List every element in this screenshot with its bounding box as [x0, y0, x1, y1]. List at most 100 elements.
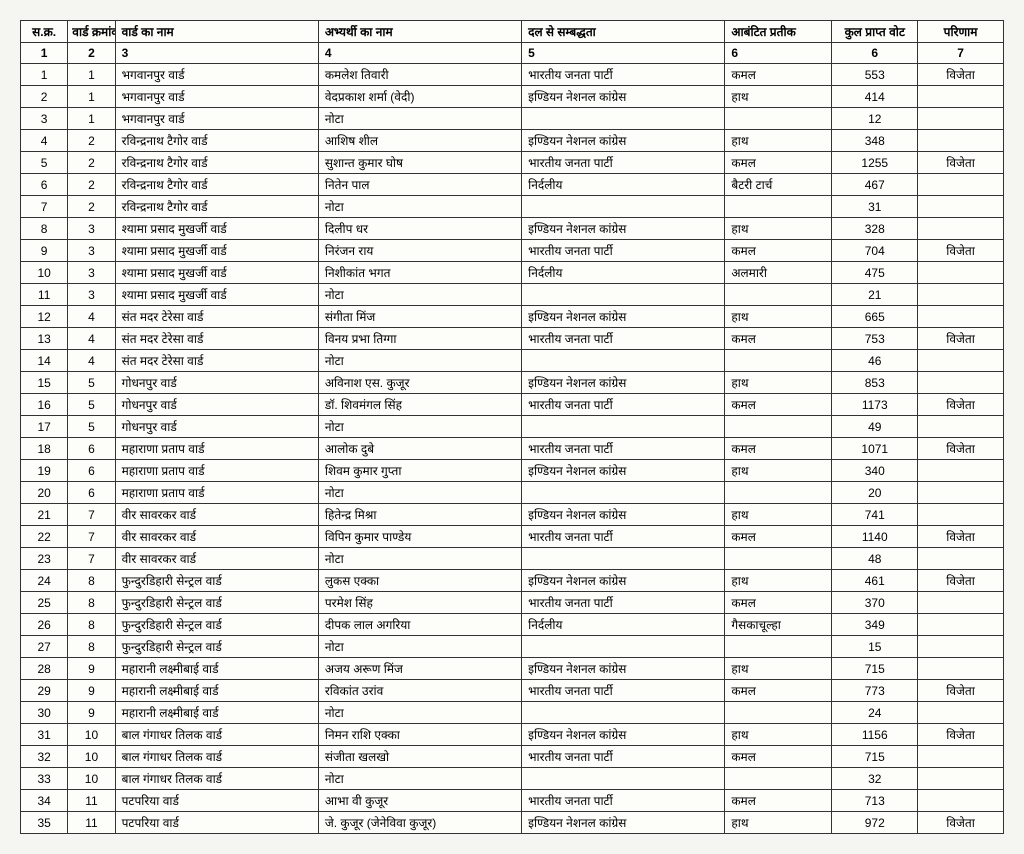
table-cell: इण्डियन नेशनल कांग्रेस — [522, 724, 725, 746]
subheader-cell: 2 — [68, 43, 115, 64]
table-cell: 9 — [68, 658, 115, 680]
table-cell: कमल — [725, 64, 832, 86]
table-cell — [522, 702, 725, 724]
table-row: 31भगवानपुर वार्डनोटा12 — [21, 108, 1004, 130]
table-cell: जे. कुजूर (जेनेविवा कुजूर) — [318, 812, 521, 834]
table-cell: हाथ — [725, 218, 832, 240]
table-cell: 33 — [21, 768, 68, 790]
table-cell: नोटा — [318, 702, 521, 724]
table-cell: अलमारी — [725, 262, 832, 284]
table-cell: हाथ — [725, 306, 832, 328]
table-cell: 348 — [832, 130, 918, 152]
table-cell — [725, 768, 832, 790]
table-cell: कमल — [725, 592, 832, 614]
table-cell — [725, 108, 832, 130]
table-cell — [725, 284, 832, 306]
table-cell: 6 — [68, 482, 115, 504]
table-cell: संगीता मिंज — [318, 306, 521, 328]
table-cell: भगवानपुर वार्ड — [115, 86, 318, 108]
table-cell: वेदप्रकाश शर्मा (वेदी) — [318, 86, 521, 108]
table-cell: शिवम कुमार गुप्ता — [318, 460, 521, 482]
table-cell: विजेता — [918, 240, 1004, 262]
table-cell: 553 — [832, 64, 918, 86]
table-row: 206महाराणा प्रताप वार्डनोटा20 — [21, 482, 1004, 504]
table-cell: 22 — [21, 526, 68, 548]
table-cell: 19 — [21, 460, 68, 482]
table-cell — [918, 262, 1004, 284]
table-cell: कमल — [725, 152, 832, 174]
table-cell: निर्दलीय — [522, 614, 725, 636]
table-cell: 24 — [21, 570, 68, 592]
table-cell: विपिन कुमार पाण्डेय — [318, 526, 521, 548]
table-cell — [918, 306, 1004, 328]
table-cell: बैटरी टार्च — [725, 174, 832, 196]
table-cell: इण्डियन नेशनल कांग्रेस — [522, 812, 725, 834]
table-cell — [918, 86, 1004, 108]
table-cell: 704 — [832, 240, 918, 262]
table-cell: 1 — [68, 86, 115, 108]
subheader-cell: 4 — [318, 43, 521, 64]
table-cell: 7 — [68, 504, 115, 526]
table-cell — [918, 372, 1004, 394]
table-cell: 2 — [21, 86, 68, 108]
table-cell: विजेता — [918, 570, 1004, 592]
table-cell: बाल गंगाधर तिलक वार्ड — [115, 724, 318, 746]
table-cell — [918, 174, 1004, 196]
table-cell: महारानी लक्ष्मीबाई वार्ड — [115, 702, 318, 724]
table-cell: 25 — [21, 592, 68, 614]
table-cell: भारतीय जनता पार्टी — [522, 438, 725, 460]
table-row: 217वीर सावरकर वार्डहितेन्द्र मिश्राइण्डि… — [21, 504, 1004, 526]
table-cell: हाथ — [725, 504, 832, 526]
table-cell: संत मदर टेरेसा वार्ड — [115, 306, 318, 328]
table-cell: 11 — [21, 284, 68, 306]
table-cell: 46 — [832, 350, 918, 372]
table-cell — [918, 768, 1004, 790]
table-cell: 340 — [832, 460, 918, 482]
table-cell: विजेता — [918, 394, 1004, 416]
table-cell: 48 — [832, 548, 918, 570]
table-cell: 12 — [832, 108, 918, 130]
table-cell: 2 — [68, 174, 115, 196]
table-cell: 35 — [21, 812, 68, 834]
table-row: 227वीर सावरकर वार्डविपिन कुमार पाण्डेयभा… — [21, 526, 1004, 548]
table-cell: हाथ — [725, 812, 832, 834]
table-row: 186महाराणा प्रताप वार्डआलोक दुबेभारतीय ज… — [21, 438, 1004, 460]
table-cell: 15 — [21, 372, 68, 394]
table-cell — [918, 284, 1004, 306]
table-cell: भगवानपुर वार्ड — [115, 64, 318, 86]
table-cell — [918, 460, 1004, 482]
table-cell: 15 — [832, 636, 918, 658]
table-cell: 1156 — [832, 724, 918, 746]
table-cell: 753 — [832, 328, 918, 350]
table-cell: 31 — [21, 724, 68, 746]
table-cell: रविन्द्रनाथ टैगोर वार्ड — [115, 174, 318, 196]
table-cell: नितेन पाल — [318, 174, 521, 196]
table-cell — [522, 350, 725, 372]
table-cell: 328 — [832, 218, 918, 240]
table-cell: इण्डियन नेशनल कांग्रेस — [522, 372, 725, 394]
header-cell: स.क्र. — [21, 21, 68, 43]
table-cell: 1 — [21, 64, 68, 86]
table-cell: नोटा — [318, 768, 521, 790]
header-cell: कुल प्राप्त वोट — [832, 21, 918, 43]
table-row: 62रविन्द्रनाथ टैगोर वार्डनितेन पालनिर्दल… — [21, 174, 1004, 196]
table-cell: इण्डियन नेशनल कांग्रेस — [522, 504, 725, 526]
table-cell: 4 — [68, 328, 115, 350]
table-cell: 2 — [68, 196, 115, 218]
table-cell: 49 — [832, 416, 918, 438]
table-row: 289महारानी लक्ष्मीबाई वार्डअजय अरूण मिंज… — [21, 658, 1004, 680]
table-row: 134संत मदर टेरेसा वार्डविनय प्रभा तिग्गा… — [21, 328, 1004, 350]
table-cell: हाथ — [725, 724, 832, 746]
table-cell: दिलीप धर — [318, 218, 521, 240]
table-cell: 5 — [68, 394, 115, 416]
table-row: 83श्यामा प्रसाद मुखर्जी वार्डदिलीप धरइण्… — [21, 218, 1004, 240]
table-cell: विजेता — [918, 438, 1004, 460]
table-cell — [522, 768, 725, 790]
table-cell: 20 — [832, 482, 918, 504]
table-cell: 16 — [21, 394, 68, 416]
table-cell: नोटा — [318, 416, 521, 438]
table-cell — [725, 548, 832, 570]
table-cell — [725, 636, 832, 658]
table-cell: 13 — [21, 328, 68, 350]
table-cell: 23 — [21, 548, 68, 570]
